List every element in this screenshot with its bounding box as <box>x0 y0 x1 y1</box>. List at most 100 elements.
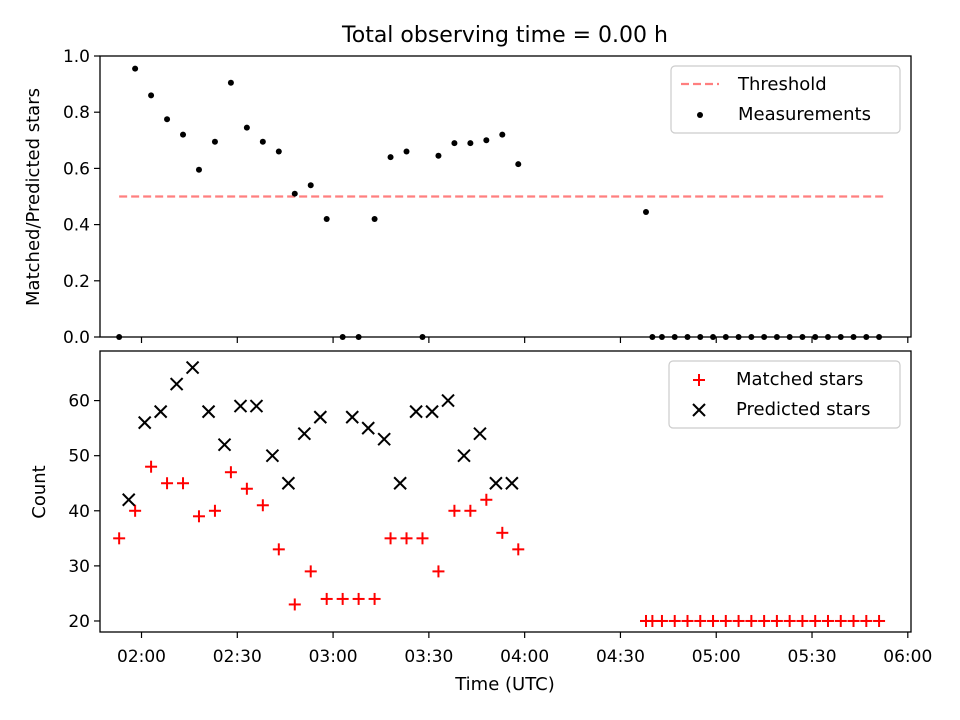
matched-star-point <box>694 614 707 627</box>
predicted-star-point <box>409 404 423 419</box>
predicted-star-point <box>201 404 216 419</box>
predicted-star-point <box>313 410 328 424</box>
predicted-star-point <box>489 476 503 490</box>
predicted-star-point <box>217 437 232 452</box>
top-ytick-label: 0.6 <box>63 159 90 179</box>
matched-star-point <box>707 614 720 627</box>
predicted-star-point <box>457 448 471 463</box>
matched-star-point <box>288 598 301 611</box>
matched-star-point <box>400 532 413 545</box>
matched-star-point <box>368 592 381 605</box>
bottom-xtick-label: 04:00 <box>500 647 549 667</box>
matched-star-point <box>758 614 771 627</box>
measurement-point <box>195 166 202 173</box>
matched-star-point <box>177 477 190 490</box>
bottom-xtick-label: 03:00 <box>309 647 358 667</box>
matched-star-point <box>860 614 873 627</box>
top-legend-box <box>670 65 901 134</box>
legend-matched-swatch <box>693 374 705 386</box>
matched-star-point <box>192 510 205 523</box>
measurement-point <box>243 124 250 131</box>
measurement-point <box>211 138 218 145</box>
matched-star-point <box>732 614 745 627</box>
bottom-legend: Matched stars Predicted stars <box>668 360 901 429</box>
matched-star-point <box>448 504 461 517</box>
bottom-plot-frame <box>99 350 912 633</box>
matched-star-point <box>681 614 694 627</box>
predicted-star-point <box>377 432 391 446</box>
top-panel: Matched/Predicted stars 0.0 0.2 0.4 0.6 0.8 1… <box>23 47 912 348</box>
matched-star-point <box>384 532 397 545</box>
measurement-point <box>180 131 187 138</box>
bottom-panel: Count Time (UTC) 20 30 40 50 60 02:00 02:30 03… <box>29 350 932 695</box>
matched-star-point <box>480 493 493 506</box>
matched-star-point <box>161 477 174 490</box>
top-ytick-label: 0.2 <box>63 272 90 292</box>
measurement-point <box>307 182 314 189</box>
predicted-star-point <box>185 360 200 375</box>
measurement-point <box>642 208 649 215</box>
matched-star-point <box>719 614 732 627</box>
bottom-xtick-label: 05:30 <box>788 647 837 667</box>
matched-star-point <box>745 614 758 627</box>
predicted-star-point <box>169 377 184 391</box>
predicted-star-point <box>473 426 487 441</box>
bottom-xtick-label: 02:30 <box>213 647 262 667</box>
matched-star-point <box>770 614 783 627</box>
predicted-star-point <box>361 421 375 435</box>
bottom-legend-box <box>668 360 901 429</box>
top-y-axis-label: Matched/Predicted stars <box>23 88 44 306</box>
matched-star-point <box>320 592 333 605</box>
matched-star-point <box>783 614 796 627</box>
measurement-point <box>515 161 522 168</box>
matched-star-point <box>512 543 525 556</box>
matched-star-point <box>304 565 317 578</box>
matched-star-point <box>224 466 237 479</box>
matched-star-point <box>145 460 158 473</box>
bottom-ytick-label: 40 <box>68 502 90 522</box>
legend-measurements-swatch <box>697 112 703 118</box>
bottom-ytick-label: 20 <box>68 612 90 632</box>
measurement-point <box>483 137 490 144</box>
predicted-star-point <box>137 415 152 430</box>
measurement-point <box>164 116 171 123</box>
measurement-point <box>435 152 442 159</box>
top-legend: Threshold Measurements <box>670 65 901 134</box>
matched-star-point <box>336 592 349 605</box>
measurement-point <box>227 79 234 86</box>
bottom-ytick-label: 60 <box>68 392 90 412</box>
top-ytick-label: 0.4 <box>63 216 90 236</box>
matched-star-point <box>655 614 668 627</box>
measurement-point <box>499 131 506 138</box>
legend-matched-label: Matched stars <box>736 369 863 390</box>
matched-star-point <box>256 499 269 512</box>
predicted-star-point <box>425 404 439 419</box>
measurement-point <box>387 154 394 161</box>
top-ytick-label: 0.8 <box>63 103 90 123</box>
measurement-point <box>275 148 282 155</box>
predicted-star-point <box>297 426 312 441</box>
matched-star-point <box>847 614 860 627</box>
bottom-xtick-label: 03:30 <box>404 647 453 667</box>
measurement-point <box>323 215 330 222</box>
predicted-star-point <box>153 404 168 419</box>
matched-star-point <box>208 504 221 517</box>
measurement-point <box>291 190 298 197</box>
matched-star-point <box>796 614 809 627</box>
legend-threshold-label: Threshold <box>737 74 827 95</box>
measurement-point <box>403 148 410 155</box>
legend-predicted-swatch <box>692 403 706 417</box>
measurement-point <box>148 92 155 99</box>
measurement-point <box>132 65 139 72</box>
matched-star-point <box>834 614 847 627</box>
bottom-xtick-label: 06:00 <box>883 647 932 667</box>
matched-star-point <box>240 482 253 495</box>
matched-star-point <box>352 592 365 605</box>
measurement-point <box>259 138 266 145</box>
bottom-xtick-label: 04:30 <box>596 647 645 667</box>
legend-measurements-label: Measurements <box>738 104 871 125</box>
predicted-star-point <box>441 393 455 408</box>
measurement-point <box>467 140 474 147</box>
matched-star-point <box>272 543 285 556</box>
